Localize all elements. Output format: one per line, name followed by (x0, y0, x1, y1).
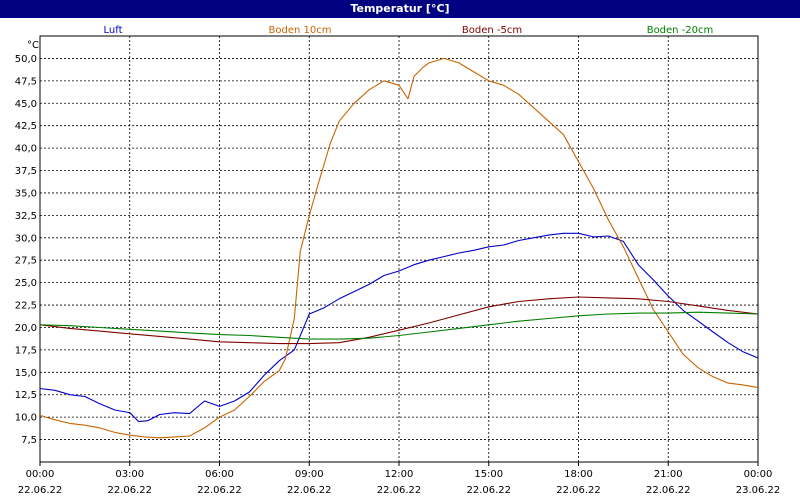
y-tick-label: 10,0 (15, 413, 37, 424)
x-tick-time: 12:00 (385, 469, 414, 480)
y-tick-label: 30,0 (15, 233, 37, 244)
x-tick-date: 22.06.22 (287, 485, 332, 496)
x-tick-time: 03:00 (115, 469, 144, 480)
x-tick-time: 21:00 (654, 469, 683, 480)
x-tick-date: 22.06.22 (466, 485, 511, 496)
legend-entry: Luft (104, 25, 123, 36)
y-tick-label: 22,5 (15, 301, 37, 312)
y-axis-unit: °C (27, 40, 39, 51)
chart-title: Temperatur [°C] (0, 0, 800, 18)
y-tick-label: 12,5 (15, 390, 37, 401)
series-line (39, 57, 759, 439)
x-tick-time: 18:00 (564, 469, 593, 480)
y-tick-label: 50,0 (15, 54, 37, 65)
x-tick-date: 22.06.22 (197, 485, 242, 496)
y-tick-label: 47,5 (15, 76, 37, 87)
x-tick-date: 22.06.22 (556, 485, 601, 496)
y-tick-label: 25,0 (15, 278, 37, 289)
series-line (39, 311, 759, 340)
series-line (39, 296, 759, 345)
x-tick-date: 22.06.22 (18, 485, 63, 496)
legend-entry: Boden -20cm (647, 25, 714, 36)
y-tick-label: 27,5 (15, 256, 37, 267)
y-tick-label: 32,5 (15, 211, 37, 222)
x-tick-date: 22.06.22 (107, 485, 152, 496)
x-tick-time: 00:00 (26, 469, 55, 480)
series-line (39, 232, 759, 423)
y-tick-label: 20,0 (15, 323, 37, 334)
x-tick-time: 09:00 (295, 469, 324, 480)
x-tick-time: 06:00 (205, 469, 234, 480)
x-tick-date: 22.06.22 (646, 485, 691, 496)
legend-entry: Boden -5cm (462, 25, 522, 36)
y-tick-label: 35,0 (15, 188, 37, 199)
x-tick-time: 15:00 (474, 469, 503, 480)
y-tick-label: 40,0 (15, 144, 37, 155)
x-tick-date: 22.06.22 (377, 485, 422, 496)
y-tick-label: 37,5 (15, 166, 37, 177)
y-tick-label: 42,5 (15, 121, 37, 132)
legend-entry: Boden 10cm (269, 25, 332, 36)
y-tick-label: 17,5 (15, 345, 37, 356)
y-tick-label: 45,0 (15, 99, 37, 110)
y-tick-label: 7,5 (21, 435, 37, 446)
x-tick-time: 00:00 (744, 469, 773, 480)
y-tick-label: 15,0 (15, 368, 37, 379)
x-tick-date: 23.06.22 (736, 485, 781, 496)
